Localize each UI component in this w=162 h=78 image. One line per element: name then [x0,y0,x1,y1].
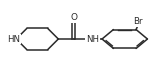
Text: O: O [70,13,77,22]
Text: NH: NH [86,34,99,44]
Text: HN: HN [7,34,20,44]
Text: Br: Br [133,17,143,26]
